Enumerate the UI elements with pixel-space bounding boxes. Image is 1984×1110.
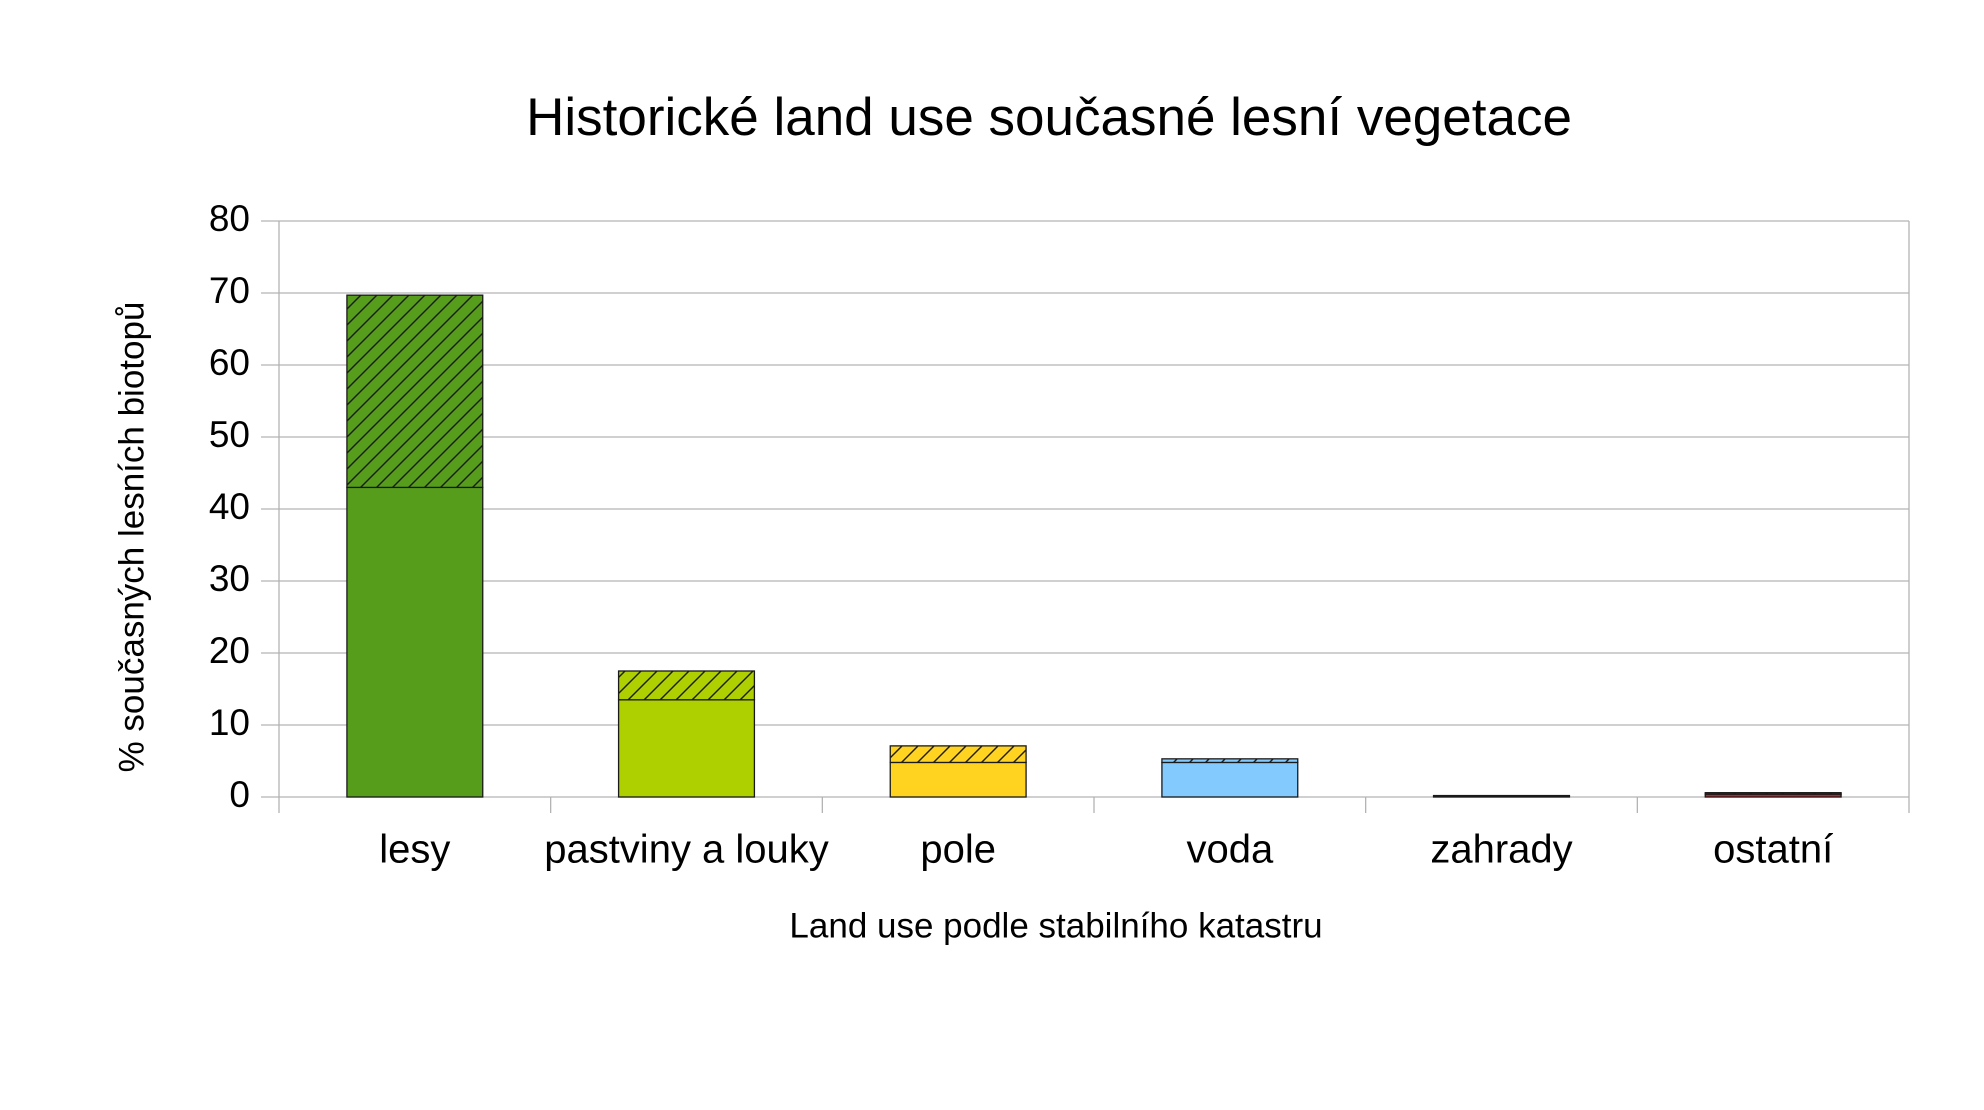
x-axis-title: Land use podle stabilního katastru bbox=[789, 906, 1322, 945]
y-axis-title: % současných lesních biotopů bbox=[112, 302, 151, 773]
bar-segment bbox=[1432, 794, 1571, 797]
bar-segment bbox=[889, 761, 1027, 798]
x-tick-label: voda bbox=[1186, 828, 1273, 872]
y-tick-label: 10 bbox=[209, 702, 250, 743]
chart-title: Historické land use současné lesní veget… bbox=[526, 88, 1572, 147]
x-tick-label: pole bbox=[920, 828, 996, 872]
x-tick-label: zahrady bbox=[1430, 828, 1572, 872]
y-tick-label: 60 bbox=[209, 342, 250, 383]
bar-segment bbox=[617, 670, 756, 701]
y-tick-label: 80 bbox=[209, 198, 250, 239]
x-tick-label: ostatní bbox=[1713, 828, 1833, 872]
bar-segment bbox=[617, 699, 756, 798]
y-tick-label: 40 bbox=[209, 486, 250, 527]
bar-segment bbox=[1161, 758, 1299, 764]
bar-segment bbox=[1161, 761, 1299, 798]
x-tick-label: pastviny a louky bbox=[544, 828, 829, 872]
bar-segment bbox=[346, 294, 484, 489]
x-tick-label: lesy bbox=[379, 828, 450, 872]
bar-segment bbox=[889, 745, 1027, 764]
y-tick-label: 30 bbox=[209, 558, 250, 599]
y-tick-label: 70 bbox=[209, 270, 250, 311]
bar-segment bbox=[346, 486, 484, 798]
y-tick-label: 20 bbox=[209, 630, 250, 671]
bar-segment bbox=[1704, 792, 1842, 795]
y-tick-label: 50 bbox=[209, 414, 250, 455]
y-tick-label: 0 bbox=[229, 774, 250, 815]
